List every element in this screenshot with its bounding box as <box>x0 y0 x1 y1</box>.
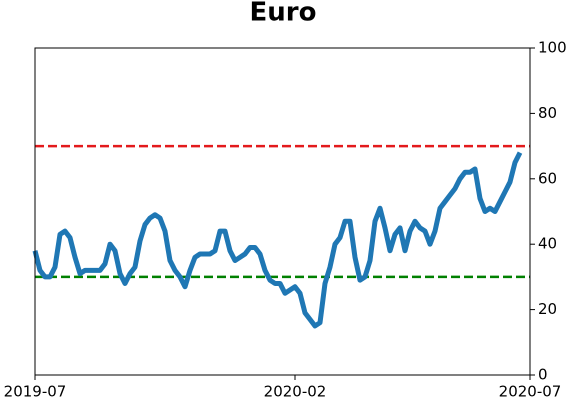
plot-frame <box>34 47 531 376</box>
x-tick-label: 2019-07 <box>4 383 67 401</box>
y-tick-label: 60 <box>538 169 557 187</box>
data-line <box>32 151 523 329</box>
y-tick-label: 80 <box>538 104 557 122</box>
y-tick-label: 20 <box>538 300 557 318</box>
y-tick-label: 40 <box>538 235 557 253</box>
y-tick-label: 100 <box>538 39 567 57</box>
y-tick-label: 0 <box>538 366 548 384</box>
x-tick-label: 2020-02 <box>264 383 327 401</box>
chart-title: Euro <box>250 0 317 28</box>
x-tick-label: 2020-07 <box>499 383 562 401</box>
